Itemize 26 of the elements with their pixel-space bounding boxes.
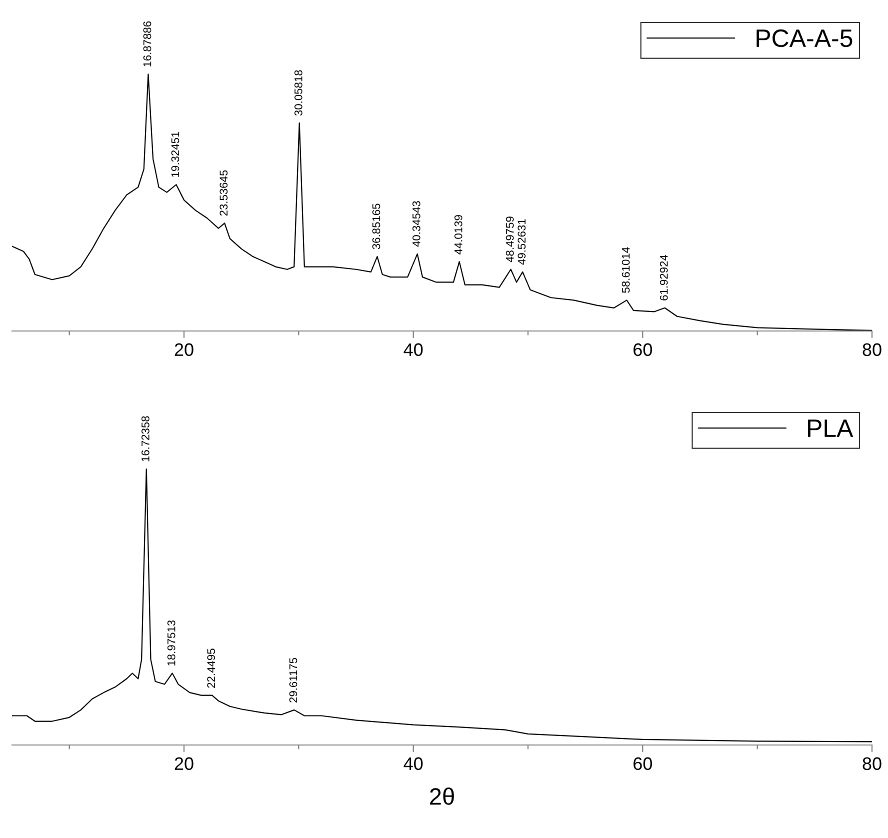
x-tick-label: 40 [404, 757, 423, 770]
x-tick-label: 80 [862, 343, 882, 356]
annotation: 58.61014 [622, 247, 630, 293]
annotation: 61.92924 [660, 254, 668, 300]
legend-label: PLA [808, 420, 854, 437]
annotation: 22.4495 [207, 648, 216, 688]
annotation: 48.49759 [506, 216, 514, 262]
x-tick-label: 60 [634, 757, 652, 770]
x-tick-label: 20 [174, 757, 194, 770]
annotation: 23.53645 [220, 170, 228, 216]
annotation: 16.87886 [143, 21, 152, 66]
x-tick-label: 80 [862, 757, 882, 770]
annotation: 49.52631 [518, 219, 526, 265]
legend-label: PCA-A-5 [756, 29, 852, 48]
x-tick-label: 40 [404, 343, 423, 356]
annotation: 36.85165 [372, 204, 380, 250]
annotation: 16.72358 [142, 416, 150, 462]
x-axis-title: 2θ [430, 788, 454, 805]
annotation: 29.61175 [289, 658, 298, 702]
annotation: 40.34543 [412, 201, 420, 247]
annotation: 44.0139 [454, 215, 462, 254]
x-tick-label: 20 [174, 343, 194, 356]
annotation: 18.97513 [167, 620, 176, 666]
annotation: 30.05818 [294, 70, 302, 116]
annotation: 19.32451 [171, 132, 180, 177]
x-tick-label: 60 [634, 343, 652, 356]
